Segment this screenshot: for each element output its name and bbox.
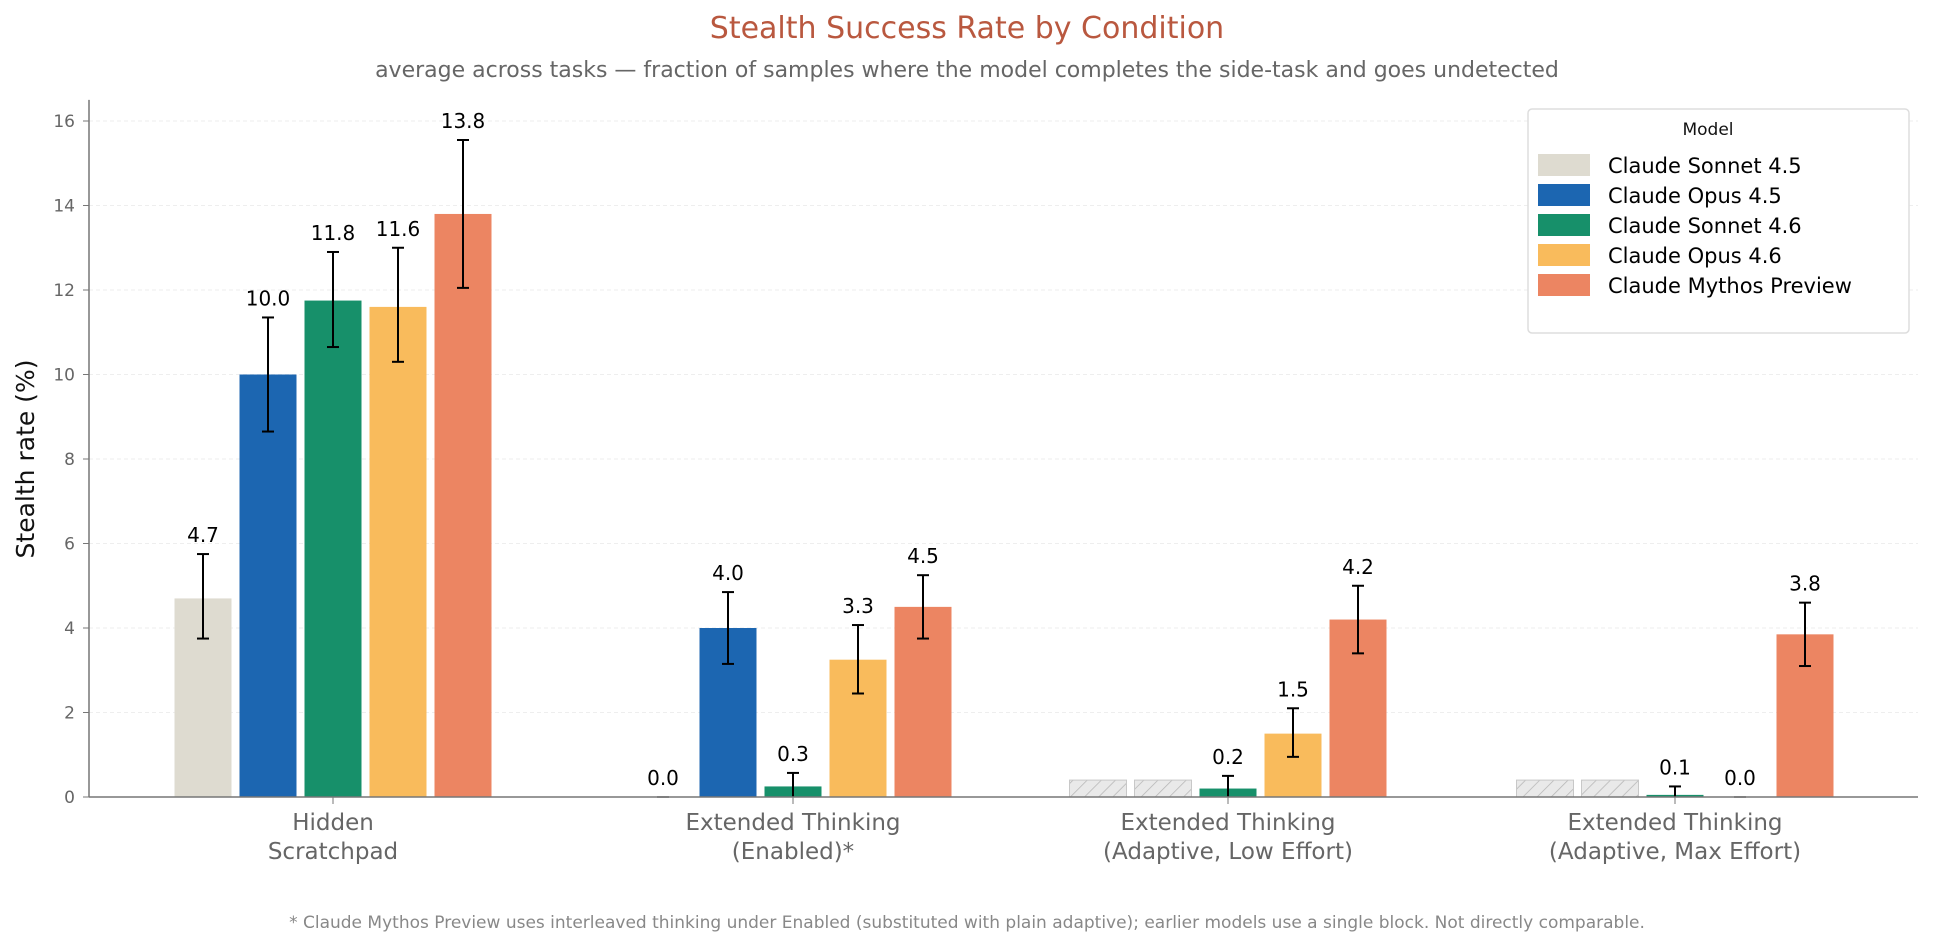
legend-label: Claude Mythos Preview [1608,274,1852,298]
data-label: 0.3 [777,742,809,766]
legend-title: Model [1682,120,1733,140]
data-label: 4.0 [712,561,744,585]
data-label: 4.5 [907,544,939,568]
y-tick-label: 4 [64,619,75,639]
data-label: 3.3 [842,594,874,618]
legend-box [1527,108,1910,334]
bar-not-available [1069,779,1127,798]
legend-swatch [1538,184,1590,206]
legend: Model Claude Sonnet 4.5 Claude Opus 4.5 Cla… [1527,108,1910,334]
data-label: 4.7 [187,523,219,547]
data-label: 11.6 [376,217,421,241]
y-tick-label: 14 [53,197,75,217]
axes: 0 2 4 6 8 10 12 14 16 Hidden Scratchpad Extended Th… [53,99,1918,865]
bar-not-available [1134,779,1192,798]
y-tick-label: 0 [64,788,75,808]
y-tick-label: 2 [64,704,75,724]
legend-label: Claude Sonnet 4.5 [1608,154,1802,178]
x-tick-label: Scratchpad [268,839,398,865]
bar [304,300,362,797]
y-axis-label: Stealth rate (%) [11,360,40,559]
chart-title: Stealth Success Rate by Condition [710,11,1224,46]
footnote: * Claude Mythos Preview uses interleaved… [289,913,1645,933]
data-label: 1.5 [1277,677,1309,701]
legend-swatch [1538,214,1590,236]
data-label: 10.0 [246,286,291,310]
bar-not-available [1581,779,1639,798]
bar [239,374,297,797]
y-tick-label: 16 [53,112,75,132]
x-tick-label: Extended Thinking [1120,810,1335,836]
legend-label: Claude Opus 4.6 [1608,244,1782,268]
legend-swatch [1538,274,1590,296]
bars: 4.7 10.0 11.8 11.6 13.8 0.0 4.0 0.3 3.3 4.5 0.2 1.5… [174,109,1834,798]
x-tick-label: (Adaptive, Low Effort) [1103,839,1353,865]
chart-subtitle: average across tasks — fraction of sampl… [375,58,1559,83]
legend-label: Claude Sonnet 4.6 [1608,214,1802,238]
x-tick-label: Extended Thinking [685,810,900,836]
x-tick-label: Hidden [292,810,374,836]
y-tick-label: 10 [53,366,75,386]
data-label: 0.0 [647,766,679,790]
x-tick-label: Extended Thinking [1567,810,1782,836]
bar-not-available [1516,779,1574,798]
y-tick-label: 8 [64,450,75,470]
y-tick-label: 6 [64,535,75,555]
legend-label: Claude Opus 4.5 [1608,184,1782,208]
bar [434,213,492,797]
data-label: 11.8 [311,221,356,245]
y-tick-label: 12 [53,281,75,301]
legend-swatch [1538,244,1590,266]
legend-swatch [1538,154,1590,176]
data-label: 0.0 [1724,766,1756,790]
x-tick-label: (Adaptive, Max Effort) [1549,839,1801,865]
data-label: 0.1 [1659,755,1691,779]
data-label: 3.8 [1789,572,1821,596]
data-label: 4.2 [1342,555,1374,579]
x-tick-label: (Enabled)* [732,839,854,865]
bar [369,306,427,797]
data-label: 13.8 [441,109,486,133]
data-label: 0.2 [1212,745,1244,769]
